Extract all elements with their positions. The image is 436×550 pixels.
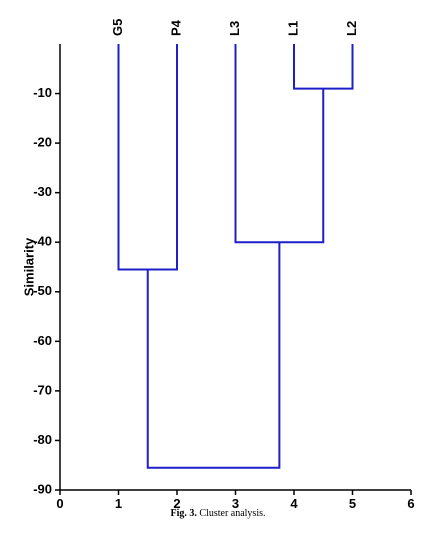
y-tick-label: -30 [33, 184, 52, 199]
x-tick-label: 5 [349, 496, 356, 511]
x-tick-label: 0 [56, 496, 63, 511]
leaf-label: P4 [168, 19, 183, 36]
leaf-label: L3 [227, 21, 242, 36]
merge-link [117, 44, 178, 271]
y-tick-label: -90 [33, 481, 52, 496]
caption-label: Fig. 3. [171, 508, 198, 519]
merge-link [146, 242, 281, 469]
y-axis-label: Similarity [21, 237, 36, 296]
y-tick-label: -10 [33, 85, 52, 100]
y-tick-label: -70 [33, 382, 52, 397]
y-tick-label: -40 [33, 234, 52, 249]
caption: Fig. 3. Cluster analysis. [171, 508, 266, 519]
x-tick-label: 4 [290, 496, 298, 511]
leaf-label: G5 [110, 19, 125, 36]
x-tick-label: 6 [407, 496, 414, 511]
y-tick-label: -60 [33, 333, 52, 348]
leaf-label: L1 [285, 21, 300, 36]
leaf-label: L2 [344, 21, 359, 36]
x-tick-label: 1 [115, 496, 122, 511]
x-tick-label: 3 [232, 496, 239, 511]
merge-link [234, 44, 325, 244]
y-tick-label: -20 [33, 135, 52, 150]
y-tick-label: -80 [33, 432, 52, 447]
merge-link [293, 44, 354, 90]
x-tick-label: 2 [173, 496, 180, 511]
caption-text: Cluster analysis. [199, 508, 265, 519]
y-tick-label: -50 [33, 283, 52, 298]
